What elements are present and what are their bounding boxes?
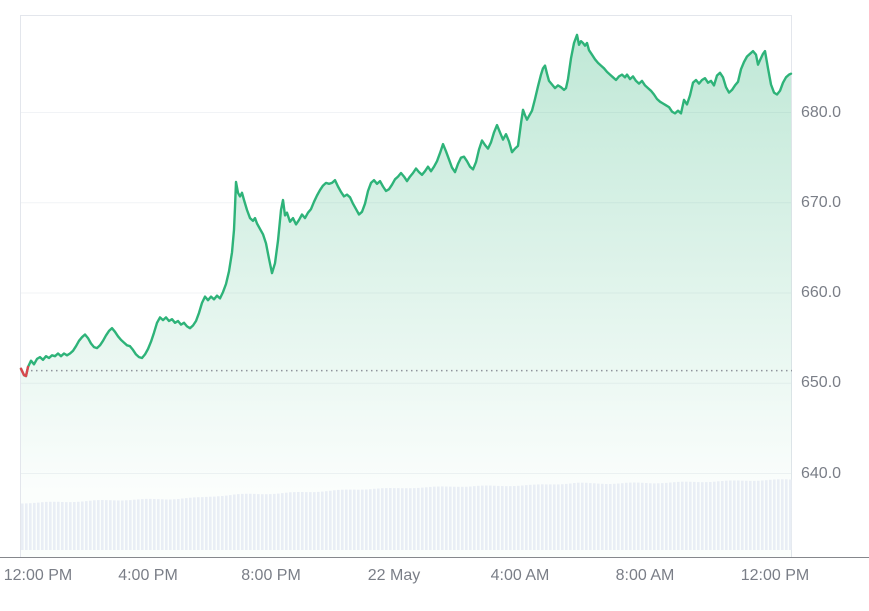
price-line-below-base <box>19 365 30 378</box>
volume-histogram <box>21 479 792 550</box>
time-tick-label: 4:00 PM <box>118 567 178 584</box>
time-tick-label: 8:00 AM <box>615 567 675 584</box>
price-tick-label: 650.0 <box>801 374 842 392</box>
price-tick-label: 680.0 <box>801 103 842 121</box>
price-tick-label: 640.0 <box>801 464 842 482</box>
time-tick-label: 12:00 PM <box>3 567 73 584</box>
price-tick-label: 660.0 <box>801 284 842 301</box>
price-tick-label: 670.0 <box>801 193 842 211</box>
price-line <box>19 33 793 378</box>
time-tick-label: 12:00 PM <box>740 567 810 584</box>
time-tick-label: 4:00 AM <box>490 567 550 584</box>
time-tick-label: 8:00 PM <box>241 567 301 584</box>
price-area-fill <box>21 34 792 557</box>
time-tick-label: 22 May <box>367 567 421 584</box>
